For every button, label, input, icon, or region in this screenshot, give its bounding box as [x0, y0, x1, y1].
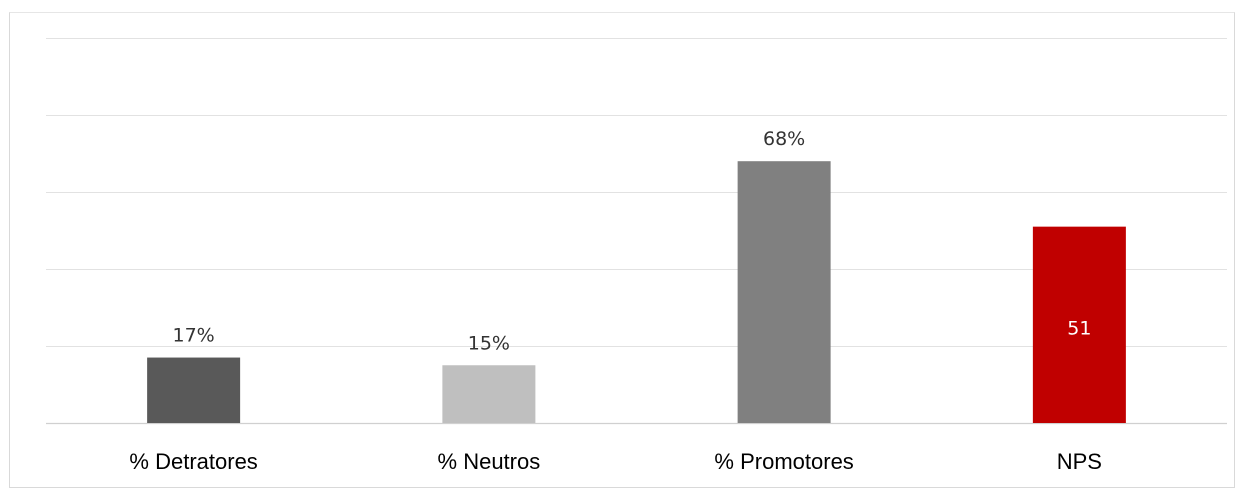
data-label: 51: [1067, 318, 1091, 340]
category-label: % Detratores: [129, 449, 257, 474]
data-label: 15%: [468, 332, 510, 354]
bar-promotores: [737, 161, 831, 423]
bar-detratores: [147, 357, 241, 423]
category-label: % Promotores: [714, 449, 853, 474]
bar-neutros: [442, 365, 536, 423]
data-label: 68%: [763, 128, 805, 150]
category-labels: % Detratores % Neutros % Promotores NPS: [129, 449, 1102, 474]
category-label: NPS: [1057, 449, 1102, 474]
category-label: % Neutros: [438, 449, 541, 474]
data-labels: 17% 15% 68% 51: [173, 128, 1092, 354]
data-label: 17%: [173, 325, 215, 347]
gridlines: [46, 38, 1227, 425]
bars: [147, 161, 1126, 423]
bar-nps: [1032, 226, 1126, 423]
